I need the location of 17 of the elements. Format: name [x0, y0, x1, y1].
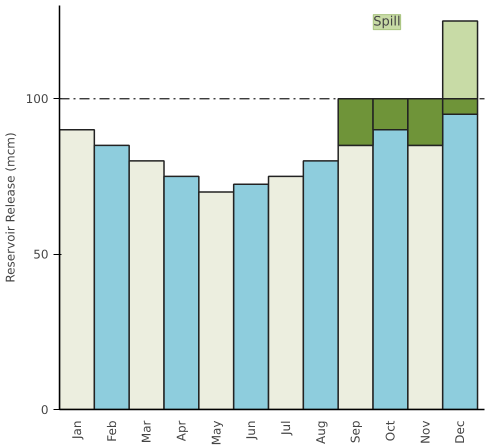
x-tick-label: May: [209, 420, 224, 446]
x-tick-label: Oct: [383, 420, 398, 442]
annotation: Spill: [373, 14, 401, 30]
y-axis-title: Reservoir Release (mcm): [4, 132, 18, 283]
y-tick-label: 0: [40, 403, 49, 417]
y-tick-label: 100: [26, 92, 48, 106]
x-tick-label: Sep: [348, 420, 363, 444]
y-tick-label: 50: [33, 248, 49, 262]
x-tick-label: Jul: [278, 420, 293, 436]
x-tick-label: Dec: [453, 420, 468, 444]
x-tick-label: Nov: [418, 420, 432, 444]
x-tick-label: Aug: [314, 420, 328, 444]
x-tick-label: Mar: [140, 420, 154, 444]
x-tick-label: Apr: [174, 420, 188, 442]
x-tick-label: Jun: [244, 420, 258, 440]
x-tick-label: Feb: [104, 420, 119, 442]
x-tick-label: Jan: [70, 420, 84, 440]
